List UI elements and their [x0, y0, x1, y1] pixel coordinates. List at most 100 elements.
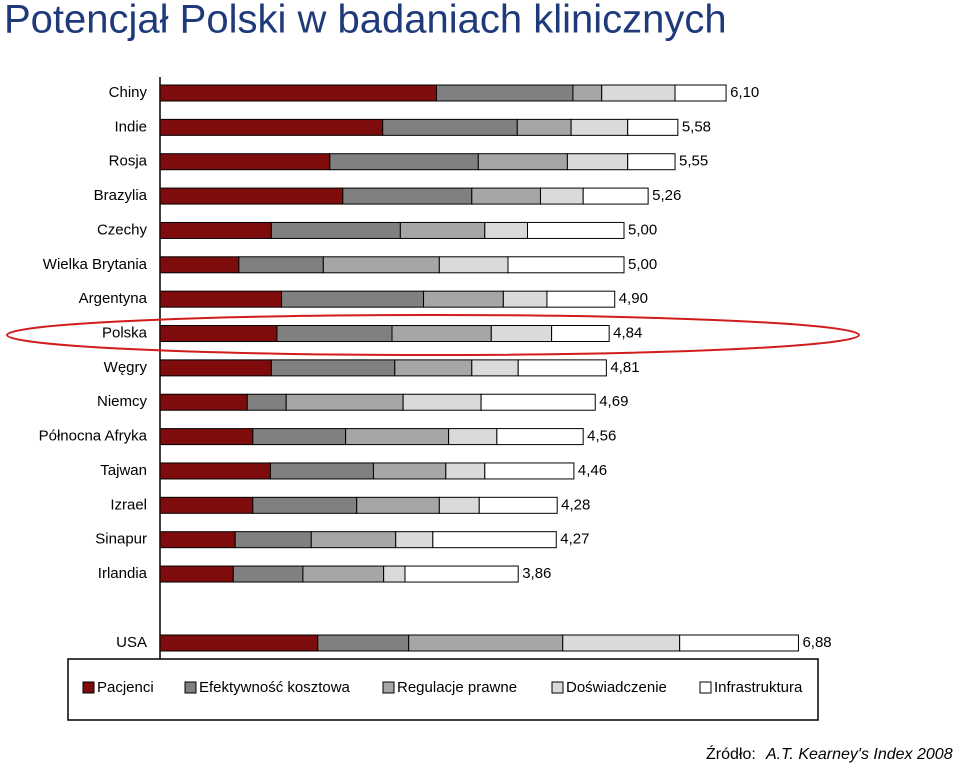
- legend-label: Infrastruktura: [714, 679, 803, 696]
- bar-segment: [159, 393, 248, 411]
- total-label: 6,88: [802, 634, 831, 651]
- category-label: Wielka Brytania: [43, 256, 148, 273]
- legend-label: Efektywność kosztowa: [199, 679, 351, 696]
- bar-segment: [496, 428, 584, 446]
- bar-segment: [345, 428, 450, 446]
- bar-segment: [391, 325, 492, 343]
- category-label: Rosja: [109, 153, 148, 170]
- bar-segment: [582, 187, 649, 205]
- bar-segment: [159, 428, 254, 446]
- bar-segment: [572, 84, 603, 102]
- bar-segment: [246, 393, 287, 411]
- bar-segment: [539, 187, 584, 205]
- total-label: 4,28: [561, 496, 590, 513]
- bar-segment: [478, 496, 558, 514]
- bar-segment: [281, 290, 425, 308]
- bar-segment: [310, 531, 397, 549]
- category-label: Chiny: [109, 84, 148, 101]
- bar-segment: [317, 634, 410, 652]
- category-label: Indie: [114, 118, 147, 135]
- bar-segment: [423, 290, 504, 308]
- bar-segment: [566, 153, 629, 171]
- bar-segment: [570, 118, 629, 136]
- category-label: Północna Afryka: [39, 428, 148, 445]
- category-label: Polska: [102, 324, 148, 341]
- bar-segment: [395, 531, 434, 549]
- legend-label: Regulacje prawne: [397, 679, 517, 696]
- source-label: Źródło:: [706, 744, 756, 763]
- total-label: 4,27: [560, 531, 589, 548]
- category-label: Sinapur: [95, 531, 147, 548]
- bar-segment: [159, 290, 283, 308]
- total-label: 5,00: [628, 256, 657, 273]
- category-label: Irlandia: [98, 565, 148, 582]
- bar-segment: [517, 359, 607, 377]
- bar-segment: [159, 634, 319, 652]
- bar-segment: [471, 187, 541, 205]
- bar-segment: [159, 84, 438, 102]
- bar-segment: [383, 565, 406, 583]
- category-label: Czechy: [97, 221, 148, 238]
- bar-segment: [234, 531, 312, 549]
- bar-segment: [546, 290, 616, 308]
- total-label: 4,69: [599, 393, 628, 410]
- bar-segment: [238, 256, 324, 274]
- bar-segment: [252, 496, 358, 514]
- bar-segment: [159, 496, 254, 514]
- bar-segment: [372, 462, 447, 480]
- total-label: 4,56: [587, 428, 616, 445]
- category-label: USA: [116, 634, 147, 651]
- bar-segment: [159, 531, 236, 549]
- bar-segment: [356, 496, 440, 514]
- bar-segment: [562, 634, 681, 652]
- legend-swatch: [699, 681, 712, 694]
- bar-segment: [502, 290, 548, 308]
- bar-segment: [159, 462, 271, 480]
- bar-segment: [526, 221, 625, 239]
- bar-segment: [270, 221, 401, 239]
- total-label: 4,84: [613, 324, 642, 341]
- bar-segment: [601, 84, 676, 102]
- total-label: 6,10: [730, 84, 759, 101]
- bar-segment: [471, 359, 519, 377]
- bar-segment: [159, 359, 272, 377]
- bar-segment: [438, 256, 509, 274]
- legend-swatch: [82, 681, 95, 694]
- bar-segment: [484, 221, 528, 239]
- bar-segment: [436, 84, 574, 102]
- bar-segment: [627, 118, 679, 136]
- bar-segment: [551, 325, 610, 343]
- bar-segment: [394, 359, 473, 377]
- legend-swatch: [551, 681, 564, 694]
- bar-segment: [159, 256, 240, 274]
- bar-segment: [402, 393, 482, 411]
- bar-segment: [159, 118, 384, 136]
- bar-segment: [432, 531, 557, 549]
- bar-segment: [342, 187, 473, 205]
- category-label: Węgry: [104, 359, 148, 376]
- bar-segment: [159, 565, 234, 583]
- bar-segment: [302, 565, 385, 583]
- bar-segment: [159, 187, 344, 205]
- bar-segment: [404, 565, 519, 583]
- bar-segment: [159, 153, 331, 171]
- category-label: Brazylia: [94, 187, 148, 204]
- legend-swatch: [184, 681, 197, 694]
- bar-segment: [477, 153, 568, 171]
- total-label: 4,90: [619, 290, 648, 307]
- total-label: 5,26: [652, 187, 681, 204]
- category-label: Izrael: [110, 496, 147, 513]
- bar-segment: [285, 393, 404, 411]
- bar-segment: [448, 428, 498, 446]
- legend-swatch: [382, 681, 395, 694]
- category-label: Argentyna: [79, 290, 148, 307]
- total-label: 3,86: [522, 565, 551, 582]
- bar-segment: [445, 462, 486, 480]
- bar-segment: [382, 118, 518, 136]
- bar-segment: [516, 118, 572, 136]
- bar-segment: [159, 221, 272, 239]
- bar-segment: [270, 359, 396, 377]
- bar-segment: [490, 325, 553, 343]
